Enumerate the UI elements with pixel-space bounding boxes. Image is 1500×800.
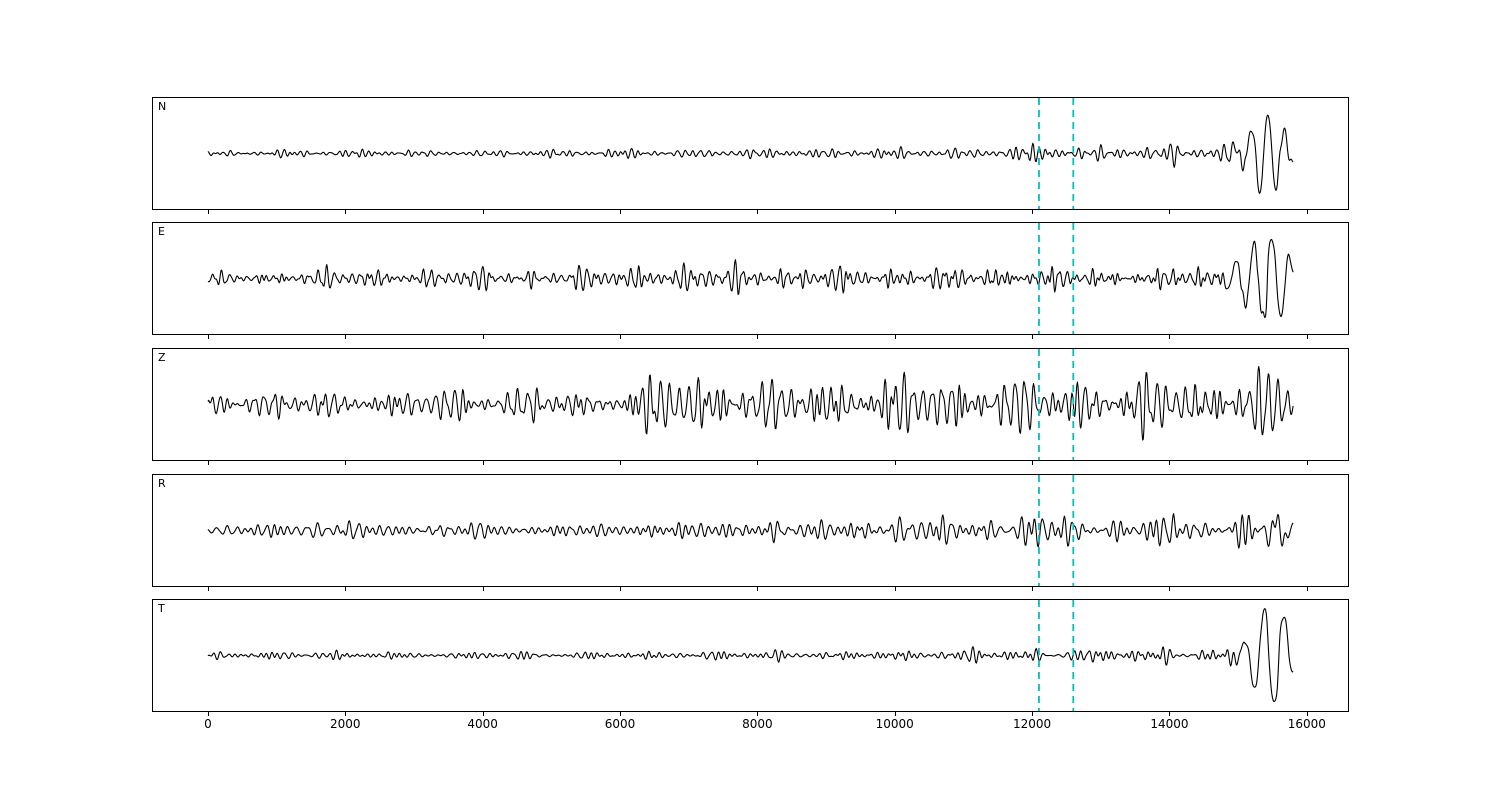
waveform-panel-e: E <box>152 222 1349 335</box>
x-tick <box>894 712 896 716</box>
x-tick <box>482 587 484 591</box>
x-tick <box>1169 712 1171 716</box>
x-tick <box>894 587 896 591</box>
waveform-panel-t: T <box>152 599 1349 712</box>
panel-label-r: R <box>158 477 166 490</box>
x-tick-label: 12000 <box>1012 717 1052 731</box>
x-tick <box>757 210 759 214</box>
waveform-panel-z: Z <box>152 348 1349 461</box>
waveform-trace-t <box>207 608 1294 702</box>
x-tick <box>482 712 484 716</box>
x-tick-label: 8000 <box>742 717 773 731</box>
x-tick-label: 10000 <box>875 717 914 731</box>
x-tick <box>345 587 347 591</box>
x-tick <box>207 461 209 465</box>
x-tick <box>757 461 759 465</box>
waveform-plot-z <box>207 349 1294 460</box>
waveform-plot-n <box>207 98 1294 209</box>
x-tick <box>620 587 621 591</box>
x-tick <box>620 335 621 339</box>
x-tick <box>207 712 209 716</box>
x-tick-label: 16000 <box>1287 717 1326 731</box>
x-tick <box>620 712 621 716</box>
x-tick <box>1169 587 1171 591</box>
x-tick <box>207 335 209 339</box>
x-tick <box>1306 712 1308 716</box>
waveform-plot-r <box>207 475 1294 586</box>
x-tick <box>757 712 759 716</box>
x-tick <box>1032 210 1034 214</box>
x-tick <box>1306 461 1308 465</box>
x-tick <box>1032 712 1034 716</box>
x-tick <box>757 335 759 339</box>
x-tick <box>207 587 209 591</box>
x-tick-label: 4000 <box>467 717 498 731</box>
waveform-trace-n <box>207 114 1294 194</box>
x-tick-label: 2000 <box>330 717 361 731</box>
x-tick <box>482 335 484 339</box>
x-tick-label: 0 <box>204 717 212 731</box>
x-tick <box>345 210 347 214</box>
x-tick <box>894 210 896 214</box>
x-tick <box>620 210 621 214</box>
waveform-plot-e <box>207 223 1294 334</box>
x-tick <box>1306 335 1308 339</box>
x-tick <box>1169 335 1171 339</box>
panel-label-t: T <box>158 602 165 615</box>
x-tick <box>1169 210 1171 214</box>
x-tick <box>894 335 896 339</box>
x-tick <box>620 461 621 465</box>
panel-label-n: N <box>158 100 167 113</box>
waveform-trace-e <box>207 238 1294 319</box>
waveform-trace-r <box>207 513 1294 549</box>
x-tick <box>757 587 759 591</box>
panel-label-e: E <box>158 225 165 238</box>
x-tick <box>1032 587 1034 591</box>
waveform-trace-z <box>207 365 1294 441</box>
x-tick <box>207 210 209 214</box>
x-tick <box>345 712 347 716</box>
x-tick <box>1306 210 1308 214</box>
x-tick <box>1032 461 1034 465</box>
x-tick <box>1169 461 1171 465</box>
waveform-plot-t <box>207 600 1294 711</box>
x-tick-label: 6000 <box>604 717 636 731</box>
panel-label-z: Z <box>158 351 166 364</box>
x-tick-label: 14000 <box>1150 717 1189 731</box>
waveform-panel-n: N <box>152 97 1349 210</box>
x-tick <box>1306 587 1308 591</box>
x-tick <box>894 461 896 465</box>
waveform-panel-r: R <box>152 474 1349 587</box>
x-tick <box>1032 335 1034 339</box>
x-tick <box>345 335 347 339</box>
x-tick <box>482 210 484 214</box>
x-tick <box>345 461 347 465</box>
x-tick <box>482 461 484 465</box>
